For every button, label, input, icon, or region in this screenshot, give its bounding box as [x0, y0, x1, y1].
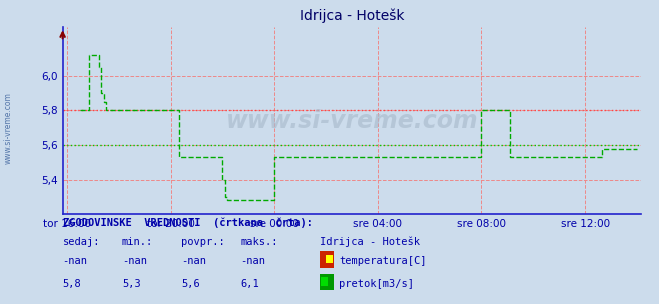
Text: povpr.:: povpr.:	[181, 237, 225, 247]
Text: maks.:: maks.:	[241, 237, 278, 247]
Text: www.si-vreme.com: www.si-vreme.com	[225, 109, 478, 133]
Text: 6,1: 6,1	[241, 279, 259, 289]
Text: temperatura[C]: temperatura[C]	[339, 257, 427, 267]
Text: sedaj:: sedaj:	[63, 237, 100, 247]
Text: -nan: -nan	[122, 257, 147, 267]
Title: Idrijca - Hotešk: Idrijca - Hotešk	[300, 9, 404, 23]
Text: -nan: -nan	[63, 257, 88, 267]
Text: www.si-vreme.com: www.si-vreme.com	[3, 92, 13, 164]
Text: -nan: -nan	[181, 257, 206, 267]
Text: -nan: -nan	[241, 257, 266, 267]
Text: 5,6: 5,6	[181, 279, 200, 289]
Text: pretok[m3/s]: pretok[m3/s]	[339, 279, 415, 289]
Text: 5,8: 5,8	[63, 279, 81, 289]
Text: Idrijca - Hotešk: Idrijca - Hotešk	[320, 236, 420, 247]
Text: 5,3: 5,3	[122, 279, 140, 289]
Text: ZGODOVINSKE  VREDNOSTI  (črtkana  črta):: ZGODOVINSKE VREDNOSTI (črtkana črta):	[63, 218, 312, 229]
Text: min.:: min.:	[122, 237, 153, 247]
